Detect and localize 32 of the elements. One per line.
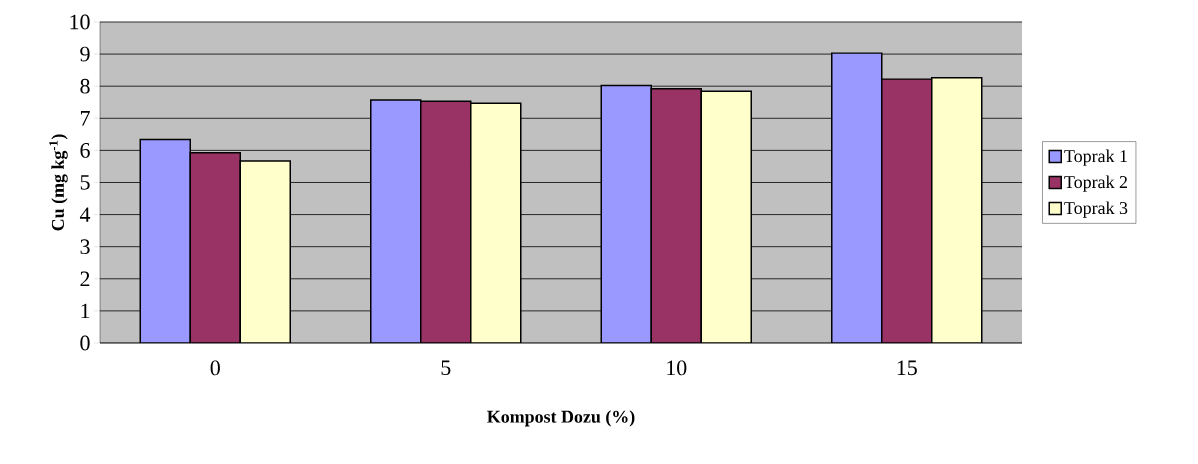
bar (650, 88, 703, 343)
bar (239, 160, 292, 343)
x-axis-title: Kompost Dozu (%) (487, 410, 635, 427)
y-tick-label: 8 (80, 78, 90, 94)
x-tick-label: 10 (667, 360, 687, 376)
x-tick-label: 0 (210, 360, 220, 376)
legend-label: Toprak 1 (1064, 149, 1127, 166)
legend-label: Toprak 2 (1064, 175, 1127, 192)
y-tick-label: 2 (80, 271, 90, 287)
bar (931, 77, 983, 343)
bar (881, 78, 933, 343)
bar (370, 99, 422, 343)
y-tick-label: 5 (80, 175, 90, 190)
y-tick-label: 3 (80, 239, 90, 255)
bar (189, 151, 242, 343)
y-tick-label: 0 (80, 335, 90, 351)
y-axis-title: Cu (mg kg$^{-1}$) (49, 134, 68, 231)
y-tick-label: 6 (80, 143, 90, 158)
x-tick-label: 5 (441, 360, 451, 376)
bar (600, 84, 653, 343)
y-tick-label: 4 (79, 207, 91, 222)
y-tick-label: 9 (80, 46, 90, 62)
y-tick-label: 10 (70, 14, 90, 30)
bar (700, 90, 753, 343)
bar (470, 102, 522, 343)
bar (139, 138, 192, 343)
y-tick-label: 1 (81, 303, 90, 319)
bar (420, 100, 472, 343)
bar (831, 52, 883, 343)
x-tick-label: 15 (897, 360, 917, 376)
legend-label: Toprak 3 (1064, 201, 1128, 218)
y-tick-label: 7 (80, 111, 90, 126)
